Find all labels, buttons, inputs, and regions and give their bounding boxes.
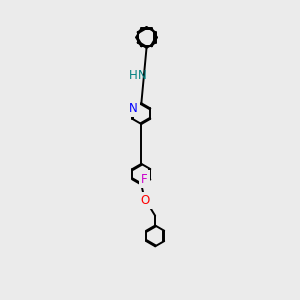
Text: F: F [141, 172, 148, 186]
Text: N: N [129, 102, 138, 115]
Text: N: N [138, 69, 146, 82]
Text: H: H [129, 69, 138, 82]
Text: O: O [140, 194, 149, 207]
